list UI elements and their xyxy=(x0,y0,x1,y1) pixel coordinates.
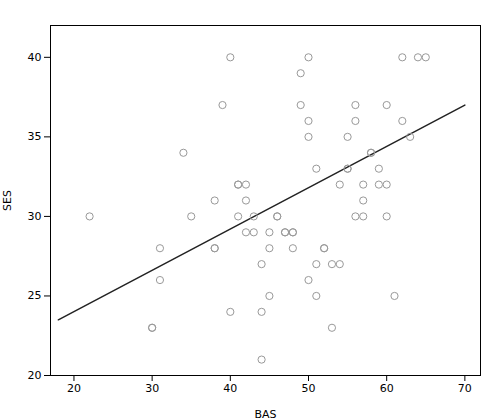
svg-text:35: 35 xyxy=(28,130,42,143)
svg-text:SES: SES xyxy=(1,190,14,211)
svg-text:25: 25 xyxy=(28,289,42,302)
svg-text:40: 40 xyxy=(223,382,237,395)
svg-text:50: 50 xyxy=(302,382,316,395)
svg-text:40: 40 xyxy=(28,51,42,64)
svg-text:70: 70 xyxy=(458,382,472,395)
svg-text:BAS: BAS xyxy=(254,408,276,420)
svg-text:20: 20 xyxy=(67,382,81,395)
svg-text:60: 60 xyxy=(380,382,394,395)
svg-text:20: 20 xyxy=(28,369,42,382)
svg-text:30: 30 xyxy=(28,210,42,223)
svg-text:30: 30 xyxy=(145,382,159,395)
